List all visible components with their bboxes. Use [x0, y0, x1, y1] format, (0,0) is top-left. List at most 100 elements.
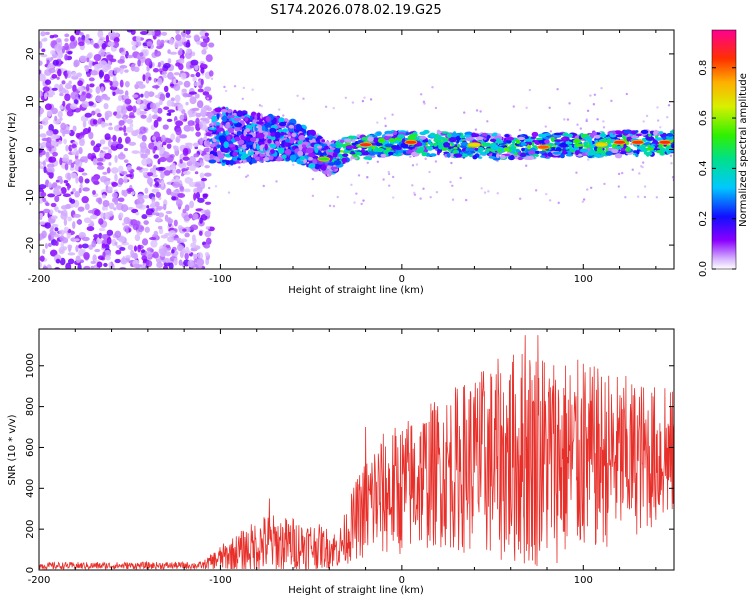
heatmap-cell — [274, 131, 281, 139]
heatmap-cell — [303, 129, 307, 134]
heatmap-cell — [227, 127, 235, 134]
heatmap-cell — [116, 113, 122, 119]
heatmap-cell — [161, 31, 168, 36]
heatmap-cell — [424, 157, 427, 161]
heatmap-cell — [208, 42, 215, 48]
heatmap-cell — [376, 160, 380, 163]
heatmap-cell — [214, 134, 217, 137]
heatmap-cell — [324, 105, 328, 108]
colorbar-tick-label: 0.4 — [698, 160, 709, 176]
heatmap-cell — [308, 129, 317, 137]
heatmap-cell — [122, 222, 126, 226]
heatmap-cell — [582, 198, 586, 201]
heatmap-cell — [108, 161, 112, 166]
heatmap-cell — [64, 53, 68, 61]
heatmap-cell — [146, 65, 150, 72]
heatmap-cell — [280, 131, 285, 136]
heatmap-cell — [70, 172, 77, 179]
heatmap-cell — [565, 141, 573, 145]
heatmap-cell — [599, 133, 607, 138]
heatmap-cell — [326, 173, 330, 177]
heatmap-cell — [463, 134, 472, 138]
heatmap-cell — [85, 92, 92, 99]
heatmap-cell — [224, 89, 228, 93]
heatmap-cell — [207, 105, 210, 108]
heatmap-cell — [429, 142, 434, 147]
heatmap-cell — [44, 103, 52, 111]
heatmap-cell — [139, 52, 144, 57]
heatmap-cell — [57, 175, 63, 181]
heatmap-cell — [556, 88, 559, 91]
heatmap-cell — [100, 86, 105, 93]
heatmap-cell — [96, 237, 103, 245]
heatmap-cell — [548, 106, 551, 109]
heatmap-cell — [330, 166, 338, 170]
heatmap-cell — [178, 259, 183, 266]
heatmap-cell — [634, 130, 639, 133]
heatmap-cell — [435, 190, 439, 194]
heatmap-cell — [145, 250, 153, 258]
heatmap-cell — [178, 63, 184, 71]
heatmap-cell — [240, 148, 243, 152]
heatmap-cell — [92, 158, 97, 166]
heatmap-cell — [86, 226, 95, 232]
heatmap-cell — [54, 206, 59, 213]
heatmap-cell — [92, 119, 98, 125]
heatmap-cell — [132, 105, 137, 113]
heatmap-cell — [209, 141, 213, 145]
heatmap-cell — [81, 172, 88, 176]
heatmap-cell — [131, 94, 139, 98]
heatmap-cell — [163, 265, 169, 269]
heatmap-cell — [594, 134, 601, 139]
heatmap-cell — [168, 230, 176, 237]
heatmap-cell — [449, 180, 452, 184]
heatmap-cell — [167, 71, 174, 80]
heatmap-cell — [311, 177, 315, 181]
heatmap-cell — [185, 48, 192, 54]
heatmap-cell — [450, 152, 454, 159]
heatmap-cell — [515, 139, 521, 145]
heatmap-cell — [127, 244, 134, 251]
heatmap-cell — [183, 112, 187, 120]
heatmap-cell — [156, 39, 161, 47]
heatmap-cell — [67, 184, 72, 189]
heatmap-cell — [305, 147, 314, 154]
heatmap-cell — [566, 150, 572, 156]
spectrogram-ytick-label: -20 — [25, 237, 36, 253]
heatmap-cell — [75, 255, 81, 264]
heatmap-cell — [98, 152, 105, 158]
heatmap-hotspot — [595, 142, 608, 148]
heatmap-cell — [221, 115, 227, 123]
heatmap-cell — [173, 72, 180, 76]
heatmap-cell — [101, 205, 106, 211]
heatmap-cell — [58, 246, 65, 255]
heatmap-cell — [53, 134, 61, 139]
heatmap-cell — [409, 155, 412, 158]
heatmap-cell — [415, 163, 419, 166]
heatmap-cell — [173, 257, 178, 266]
heatmap-cell — [160, 180, 165, 188]
heatmap-cell — [631, 135, 637, 139]
heatmap-cell — [419, 93, 423, 96]
heatmap-cell — [101, 194, 107, 199]
heatmap-cell — [173, 145, 179, 152]
heatmap-cell — [472, 155, 478, 160]
heatmap-cell — [205, 226, 211, 230]
heatmap-cell — [475, 109, 479, 112]
heatmap-cell — [39, 199, 44, 204]
heatmap-cell — [645, 114, 649, 118]
heatmap-cell — [670, 162, 673, 165]
heatmap-cell — [631, 168, 634, 171]
heatmap-cell — [87, 209, 96, 214]
heatmap-cell — [190, 59, 199, 66]
heatmap-cell — [426, 146, 432, 150]
heatmap-cell — [251, 88, 254, 91]
heatmap-cell — [554, 139, 563, 143]
heatmap-cell — [175, 127, 182, 136]
colorbar-tick-label: 0.0 — [698, 261, 709, 277]
heatmap-cell — [201, 177, 208, 182]
heatmap-hotspot — [359, 142, 372, 148]
heatmap-cell — [48, 123, 54, 132]
heatmap-cell — [69, 41, 77, 49]
heatmap-cell — [305, 152, 308, 156]
